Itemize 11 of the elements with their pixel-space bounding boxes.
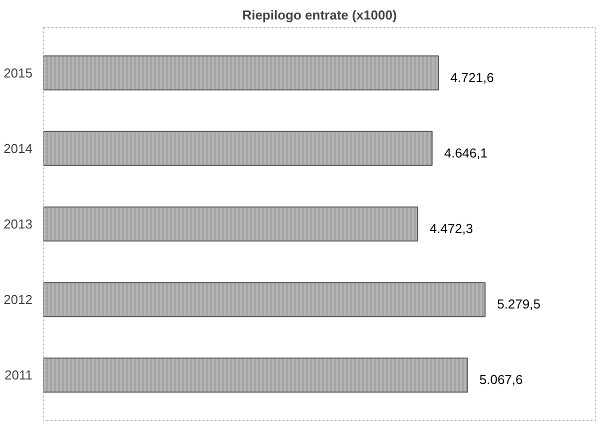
y-tick-label: 2013 (4, 216, 32, 232)
data-label: 5.067,6 (479, 372, 523, 388)
y-tick-label: 2014 (4, 140, 32, 156)
data-label: 4.646,1 (444, 145, 488, 160)
chart-title: Riepilogo entrate (x1000) (242, 8, 397, 22)
y-tick-label: 2011 (4, 368, 33, 383)
data-label: 4.472,3 (430, 221, 473, 236)
y-tick-label: 2012 (4, 292, 32, 308)
data-label: 5.279,5 (497, 296, 540, 312)
data-label: 4.721,6 (450, 70, 494, 85)
y-tick-label: 2015 (4, 65, 32, 80)
